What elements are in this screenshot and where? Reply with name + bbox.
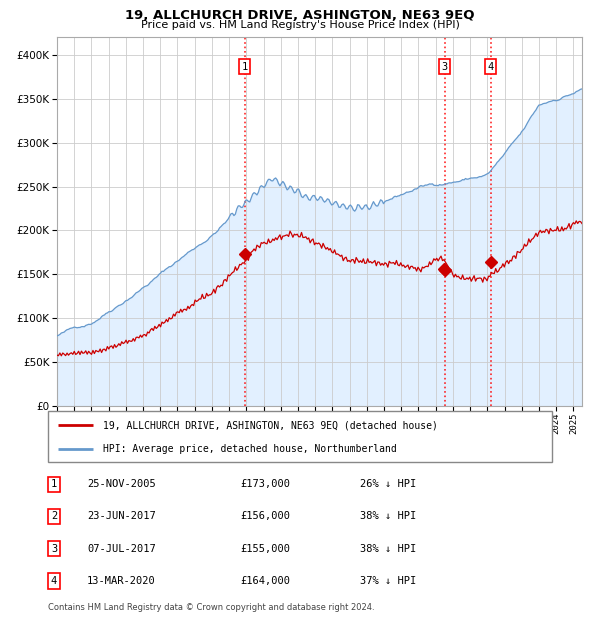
Text: 13-MAR-2020: 13-MAR-2020 <box>87 576 156 586</box>
Text: 19, ALLCHURCH DRIVE, ASHINGTON, NE63 9EQ (detached house): 19, ALLCHURCH DRIVE, ASHINGTON, NE63 9EQ… <box>103 420 439 430</box>
Text: £173,000: £173,000 <box>240 479 290 489</box>
Text: 25-NOV-2005: 25-NOV-2005 <box>87 479 156 489</box>
Text: Price paid vs. HM Land Registry's House Price Index (HPI): Price paid vs. HM Land Registry's House … <box>140 20 460 30</box>
Text: 4: 4 <box>487 62 494 72</box>
Text: £164,000: £164,000 <box>240 576 290 586</box>
Text: 3: 3 <box>442 62 448 72</box>
Text: 1: 1 <box>51 479 57 489</box>
Text: Contains HM Land Registry data © Crown copyright and database right 2024.: Contains HM Land Registry data © Crown c… <box>48 603 374 613</box>
Text: 38% ↓ HPI: 38% ↓ HPI <box>360 544 416 554</box>
Text: 19, ALLCHURCH DRIVE, ASHINGTON, NE63 9EQ: 19, ALLCHURCH DRIVE, ASHINGTON, NE63 9EQ <box>125 9 475 22</box>
Text: 07-JUL-2017: 07-JUL-2017 <box>87 544 156 554</box>
Text: £155,000: £155,000 <box>240 544 290 554</box>
Text: HPI: Average price, detached house, Northumberland: HPI: Average price, detached house, Nort… <box>103 444 397 454</box>
Text: 1: 1 <box>241 62 248 72</box>
Text: 3: 3 <box>51 544 57 554</box>
Text: £156,000: £156,000 <box>240 512 290 521</box>
Text: 38% ↓ HPI: 38% ↓ HPI <box>360 512 416 521</box>
Text: 4: 4 <box>51 576 57 586</box>
Text: 37% ↓ HPI: 37% ↓ HPI <box>360 576 416 586</box>
Text: 23-JUN-2017: 23-JUN-2017 <box>87 512 156 521</box>
Text: 2: 2 <box>51 512 57 521</box>
Text: 26% ↓ HPI: 26% ↓ HPI <box>360 479 416 489</box>
FancyBboxPatch shape <box>48 411 552 462</box>
